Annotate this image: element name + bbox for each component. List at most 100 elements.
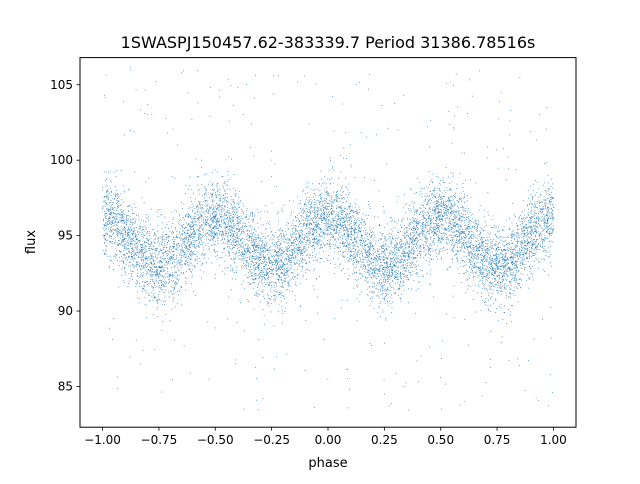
data-point (315, 194, 316, 196)
data-point (459, 246, 461, 248)
data-point (291, 261, 293, 263)
data-point (169, 258, 171, 260)
data-point (386, 275, 388, 277)
data-point (530, 241, 532, 243)
data-point (202, 204, 203, 206)
data-point (430, 190, 431, 192)
data-point (130, 235, 131, 237)
data-point (266, 301, 268, 303)
data-point (103, 224, 105, 226)
data-point (369, 74, 371, 75)
data-point (352, 253, 354, 255)
data-point (491, 259, 493, 261)
data-point (477, 267, 479, 268)
data-point (505, 286, 507, 287)
data-point (333, 225, 335, 227)
data-point (371, 300, 373, 302)
data-point (128, 265, 130, 267)
data-point (160, 267, 162, 268)
data-point (386, 264, 388, 265)
data-point (141, 274, 143, 276)
data-point (199, 212, 201, 214)
data-point (385, 289, 387, 291)
data-point (266, 261, 268, 263)
data-point (326, 187, 328, 188)
data-point (401, 227, 403, 228)
data-point (252, 240, 254, 242)
data-point (214, 226, 216, 227)
data-point (520, 265, 521, 267)
data-point (483, 249, 485, 251)
data-point (295, 281, 297, 283)
data-point (150, 258, 152, 260)
data-point (537, 207, 538, 209)
data-point (207, 223, 209, 225)
data-point (314, 217, 316, 219)
data-point (534, 239, 535, 240)
data-point (437, 212, 439, 213)
data-point (426, 273, 428, 275)
data-point (544, 240, 546, 242)
data-point (447, 200, 448, 202)
data-point (438, 201, 440, 203)
data-point (149, 233, 151, 234)
data-point (187, 92, 189, 94)
data-point (461, 231, 463, 233)
data-point (152, 274, 154, 275)
data-point (335, 197, 337, 199)
data-point (468, 252, 470, 254)
data-point (200, 225, 202, 227)
data-point (331, 224, 333, 226)
data-point (106, 223, 108, 225)
data-point (269, 224, 271, 225)
data-point (279, 292, 281, 294)
data-point (360, 258, 361, 260)
data-point (124, 248, 126, 249)
data-point (516, 240, 518, 242)
data-point (482, 230, 484, 232)
data-point (301, 226, 303, 227)
data-point (174, 264, 176, 266)
data-point (443, 236, 444, 238)
data-point (299, 234, 301, 236)
data-point (504, 265, 506, 267)
data-point (453, 210, 455, 212)
data-point (345, 177, 347, 179)
data-point (257, 338, 259, 340)
data-point (353, 255, 355, 257)
data-point (374, 216, 376, 218)
data-point (258, 240, 260, 241)
data-point (419, 247, 420, 249)
data-point (491, 241, 493, 243)
data-point (211, 238, 213, 240)
data-point (190, 247, 192, 248)
data-point (498, 118, 500, 120)
data-point (313, 222, 315, 224)
data-point (508, 249, 510, 251)
data-point (486, 248, 488, 250)
data-point (514, 254, 516, 256)
data-point (358, 230, 359, 232)
data-point (160, 250, 162, 251)
data-point (168, 228, 169, 229)
data-point (451, 245, 453, 247)
data-point (301, 252, 303, 254)
data-point (257, 266, 259, 268)
data-point (309, 232, 311, 234)
data-point (109, 170, 111, 172)
data-point (466, 212, 468, 214)
data-point (327, 192, 328, 194)
data-point (408, 255, 410, 257)
data-point (261, 247, 263, 249)
data-point (351, 222, 352, 224)
data-point (336, 247, 338, 249)
data-point (402, 219, 403, 221)
data-point (481, 254, 483, 256)
data-point (333, 238, 335, 240)
data-point (137, 275, 138, 277)
data-point (320, 199, 322, 201)
data-point (445, 239, 447, 241)
data-point (282, 282, 283, 284)
data-point (510, 311, 511, 313)
data-point (346, 244, 347, 246)
